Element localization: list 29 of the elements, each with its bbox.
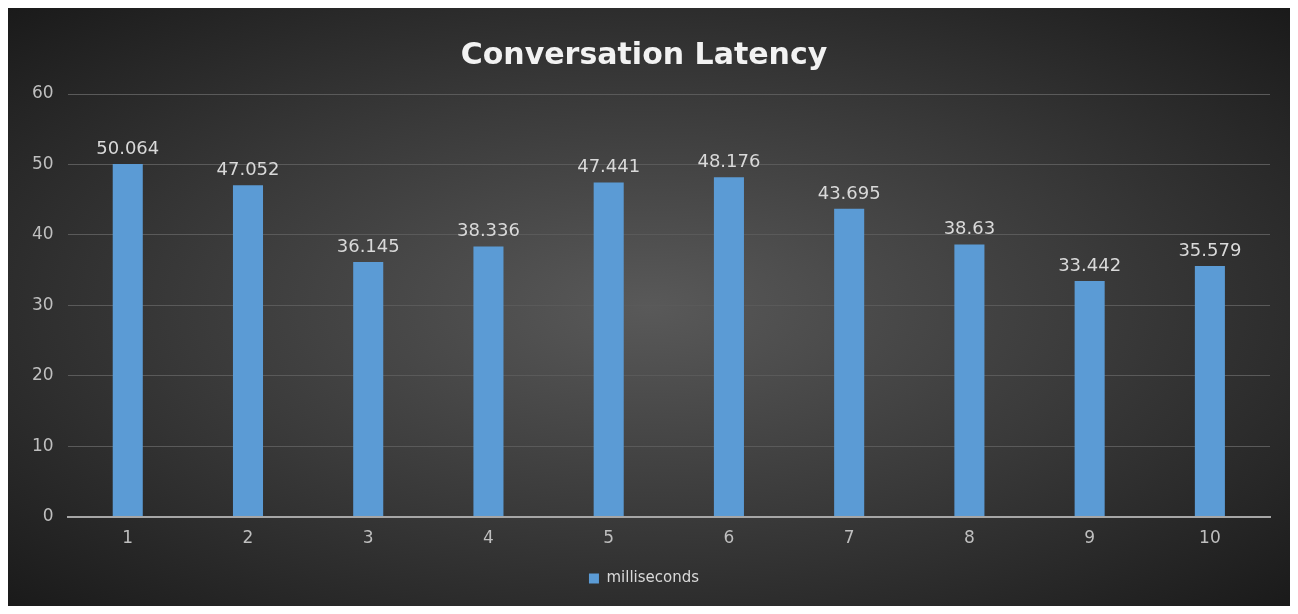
- x-tick-label: 1: [122, 527, 134, 548]
- data-label: 47.441: [577, 155, 641, 177]
- data-label: 38.336: [456, 219, 520, 241]
- data-label: 43.695: [817, 181, 881, 203]
- chart-title: Conversation Latency: [460, 35, 828, 71]
- data-label: 48.176: [697, 149, 761, 171]
- y-tick-label: 40: [31, 223, 54, 244]
- y-tick-label: 60: [31, 82, 54, 103]
- y-tick-label: 50: [31, 152, 54, 173]
- x-tick-label: 4: [483, 527, 494, 548]
- data-label: 38.63: [943, 217, 996, 239]
- y-tick-label: 10: [31, 434, 54, 455]
- x-tick-label: 9: [1084, 527, 1096, 548]
- x-tick-label: 8: [963, 527, 975, 548]
- data-label: 33.442: [1058, 253, 1122, 275]
- y-tick-label: 30: [31, 293, 54, 314]
- x-tick-label: 2: [242, 527, 254, 548]
- data-label: 36.145: [336, 234, 400, 256]
- data-label: 47.052: [216, 157, 280, 179]
- x-tick-label: 7: [843, 527, 855, 548]
- y-tick-label: 0: [42, 505, 54, 526]
- legend-label: milliseconds: [606, 568, 700, 587]
- y-tick-label: 20: [31, 364, 54, 385]
- x-tick-label: 5: [603, 527, 615, 548]
- data-label: 50.064: [96, 136, 160, 158]
- x-tick-label: 6: [723, 527, 735, 548]
- data-label: 35.579: [1178, 238, 1242, 260]
- x-tick-label: 3: [362, 527, 374, 548]
- x-tick-label: 10: [1199, 527, 1221, 548]
